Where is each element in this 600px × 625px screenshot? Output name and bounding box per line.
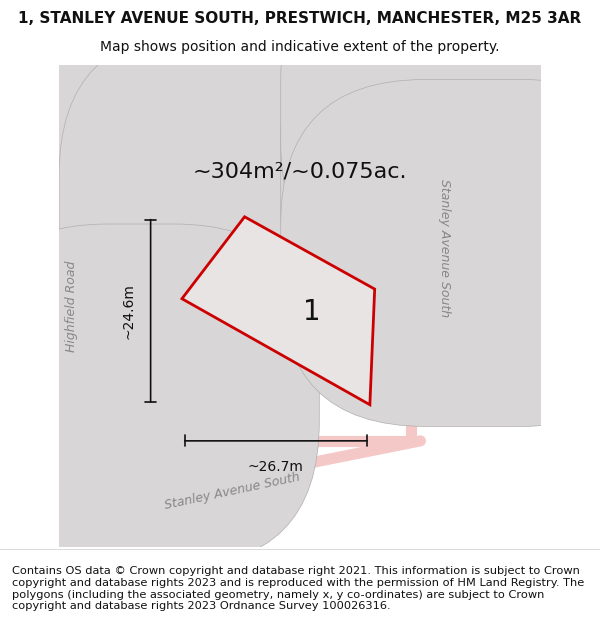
Text: ~304m²/~0.075ac.: ~304m²/~0.075ac. [193, 161, 407, 181]
FancyBboxPatch shape [0, 224, 319, 566]
FancyBboxPatch shape [281, 0, 600, 287]
Text: Contains OS data © Crown copyright and database right 2021. This information is : Contains OS data © Crown copyright and d… [12, 566, 584, 611]
Text: Map shows position and indicative extent of the property.: Map shows position and indicative extent… [100, 40, 500, 54]
FancyBboxPatch shape [281, 0, 600, 354]
FancyBboxPatch shape [59, 0, 435, 287]
Text: 1, STANLEY AVENUE SOUTH, PRESTWICH, MANCHESTER, M25 3AR: 1, STANLEY AVENUE SOUTH, PRESTWICH, MANC… [19, 11, 581, 26]
FancyBboxPatch shape [0, 0, 329, 287]
Text: ~26.7m: ~26.7m [248, 461, 304, 474]
Text: 1: 1 [303, 298, 321, 326]
FancyBboxPatch shape [0, 31, 329, 388]
FancyBboxPatch shape [59, 31, 430, 388]
Text: ~24.6m: ~24.6m [122, 283, 136, 339]
Text: Stanley Avenue South: Stanley Avenue South [438, 179, 451, 317]
Polygon shape [182, 217, 374, 405]
FancyBboxPatch shape [281, 79, 600, 426]
Text: Stanley Avenue South: Stanley Avenue South [164, 471, 301, 512]
Text: Highfield Road: Highfield Road [65, 260, 77, 352]
